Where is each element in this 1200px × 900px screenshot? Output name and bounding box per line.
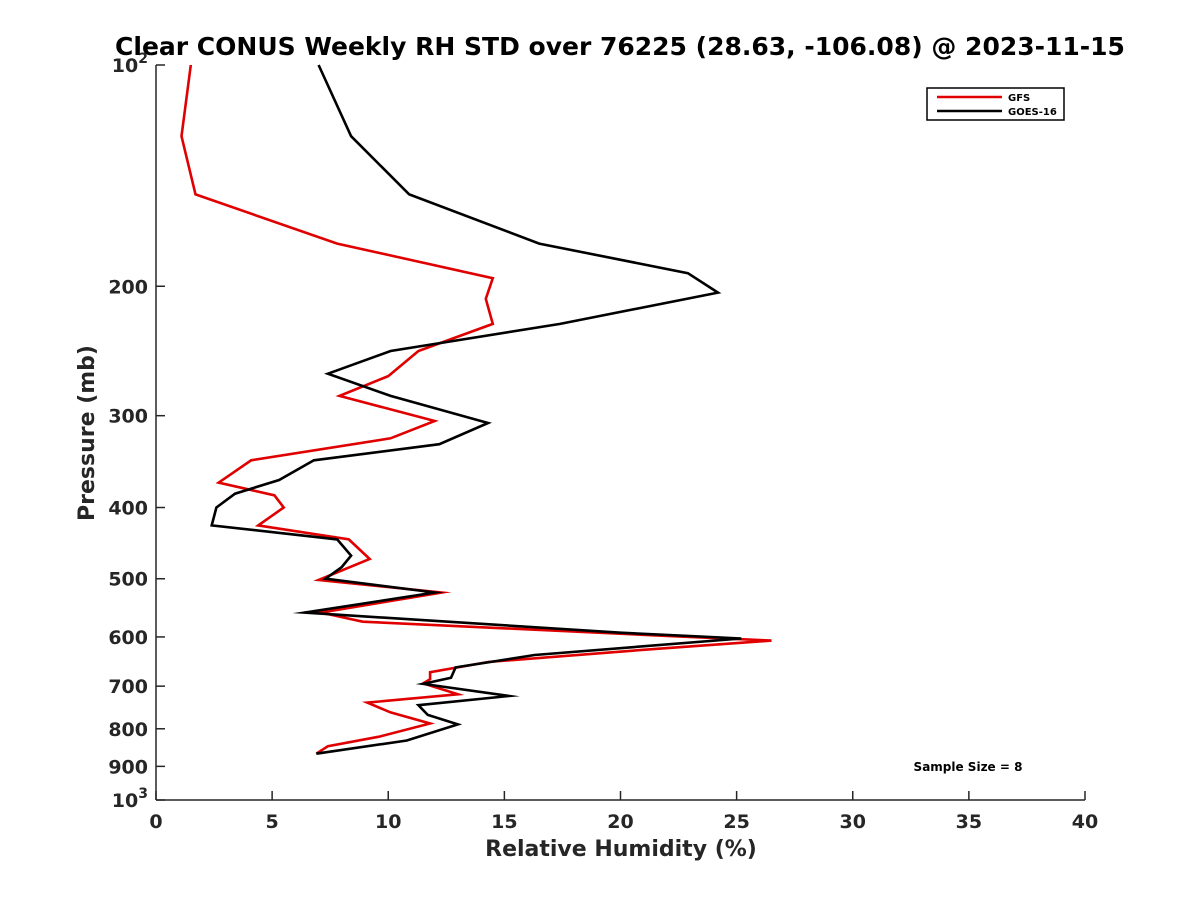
x-axis-label: Relative Humidity (%) xyxy=(485,837,757,862)
y-tick-label: 900 xyxy=(108,756,148,778)
x-tick-label: 35 xyxy=(956,811,982,833)
y-tick-label: 700 xyxy=(108,676,148,698)
series-line-gfs xyxy=(180,64,772,755)
y-tick-label: 300 xyxy=(108,406,148,428)
y-tick-label: 400 xyxy=(108,498,148,520)
y-tick-label: 102 xyxy=(112,51,148,77)
chart-title: Clear CONUS Weekly RH STD over 76225 (28… xyxy=(115,32,1125,61)
x-tick-label: 40 xyxy=(1072,811,1098,833)
y-tick-label: 500 xyxy=(108,569,148,591)
y-tick-label: 800 xyxy=(108,719,148,741)
legend-label: GOES-16 xyxy=(1008,107,1057,118)
x-tick-label: 5 xyxy=(266,811,279,833)
legend: GFS GOES-16 xyxy=(926,87,1065,121)
series-line-goes-16 xyxy=(210,64,742,755)
axes: 0 5 10 15 20 25 30 35 40 102 200 300 400 500 600 700 800… xyxy=(108,51,1098,833)
x-tick-label: 0 xyxy=(149,811,162,833)
y-tick-label: 103 xyxy=(112,786,148,812)
y-tick-label: 600 xyxy=(108,627,148,649)
x-tick-label: 25 xyxy=(723,811,749,833)
y-axis-label: Pressure (mb) xyxy=(75,345,100,521)
x-tick-label: 20 xyxy=(607,811,633,833)
x-tick-label: 15 xyxy=(491,811,517,833)
x-tick-label: 10 xyxy=(375,811,401,833)
legend-label: GFS xyxy=(1008,93,1030,104)
y-tick-label: 200 xyxy=(108,276,148,298)
sample-size-annotation: Sample Size = 8 xyxy=(914,760,1023,774)
legend-box xyxy=(926,87,1065,121)
series-layer xyxy=(180,64,772,755)
x-tick-label: 30 xyxy=(840,811,866,833)
